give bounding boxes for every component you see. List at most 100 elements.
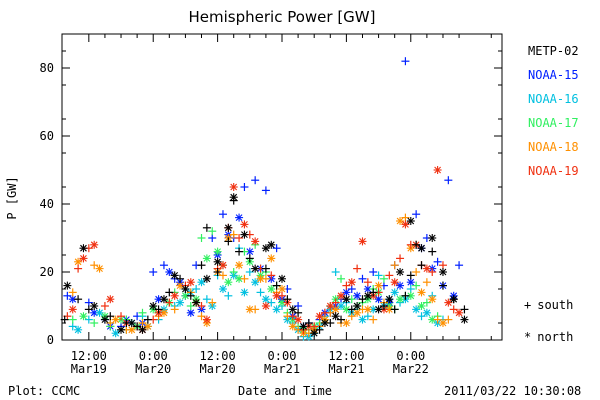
north-point bbox=[267, 254, 276, 263]
south-point bbox=[186, 291, 195, 300]
north-point-d2 bbox=[224, 224, 232, 232]
north-point-d2 bbox=[455, 309, 463, 317]
north-point-d2 bbox=[418, 244, 425, 252]
south-point bbox=[261, 264, 270, 273]
north-point bbox=[251, 237, 260, 246]
north-point-d2 bbox=[187, 309, 195, 317]
north-point-d2 bbox=[96, 265, 103, 272]
north-point bbox=[170, 271, 179, 280]
south-point bbox=[213, 268, 222, 276]
south-point bbox=[267, 298, 276, 307]
x-tick-date: Mar19 bbox=[71, 362, 107, 376]
north-point-d2 bbox=[402, 221, 409, 228]
south-point bbox=[208, 298, 217, 307]
north-point-d2 bbox=[182, 292, 189, 300]
north-point bbox=[288, 322, 297, 331]
north-point bbox=[138, 325, 147, 334]
north-point-d2 bbox=[198, 278, 205, 286]
north-point-d2 bbox=[428, 295, 436, 303]
south-point bbox=[428, 247, 437, 256]
north-point-d2 bbox=[375, 306, 382, 313]
north-point-d2 bbox=[343, 289, 350, 296]
north-point bbox=[337, 302, 346, 310]
north-point bbox=[218, 285, 227, 293]
north-point-d2 bbox=[396, 295, 404, 303]
south-point bbox=[197, 234, 206, 242]
south-point bbox=[235, 234, 244, 242]
north-point bbox=[363, 291, 372, 300]
north-point bbox=[358, 315, 367, 324]
south-point bbox=[100, 302, 109, 310]
south-point bbox=[165, 298, 174, 307]
north-point bbox=[165, 268, 174, 276]
south-point bbox=[455, 261, 464, 270]
south-point bbox=[320, 308, 329, 317]
north-point bbox=[449, 295, 458, 304]
north-point-d2 bbox=[63, 282, 71, 289]
north-point bbox=[326, 302, 335, 310]
x-tick-time: 12:00 bbox=[328, 349, 364, 363]
north-point bbox=[127, 319, 136, 327]
north-point-d2 bbox=[165, 268, 173, 276]
south-point bbox=[449, 305, 458, 314]
north-point bbox=[396, 268, 405, 276]
north-point bbox=[79, 312, 88, 321]
north-point bbox=[342, 288, 351, 297]
north-point-d2 bbox=[434, 166, 441, 174]
south-point bbox=[208, 227, 217, 236]
south-point bbox=[283, 295, 292, 304]
north-point-d2 bbox=[412, 306, 420, 313]
north-point-d2 bbox=[235, 261, 243, 269]
south-point bbox=[385, 271, 394, 280]
north-point bbox=[106, 295, 115, 304]
north-point bbox=[428, 234, 437, 242]
legend-entry-noaa-17: NOAA-17 bbox=[528, 116, 579, 130]
north-point bbox=[417, 288, 426, 297]
north-point-d2 bbox=[262, 244, 270, 252]
north-point bbox=[261, 302, 270, 310]
north-point-d2 bbox=[289, 306, 297, 313]
south-point bbox=[401, 291, 410, 300]
north-point-d2 bbox=[375, 282, 382, 289]
north-point-d2 bbox=[423, 265, 431, 272]
legend-entry-noaa-16: NOAA-16 bbox=[528, 92, 579, 106]
north-point-d2 bbox=[353, 309, 361, 317]
north-point bbox=[396, 217, 405, 225]
north-point-d2 bbox=[182, 285, 189, 293]
north-point-d2 bbox=[219, 261, 227, 269]
north-point bbox=[240, 230, 249, 239]
south-point bbox=[272, 281, 281, 290]
south-point bbox=[353, 264, 362, 273]
x-tick-date: Mar20 bbox=[135, 362, 171, 376]
south-point bbox=[218, 210, 227, 219]
north-point-d2 bbox=[74, 258, 82, 266]
north-point bbox=[272, 305, 281, 314]
south-point bbox=[197, 312, 206, 321]
north-point-d2 bbox=[364, 306, 372, 313]
south-point bbox=[245, 254, 254, 263]
legend-entry-metp-02: METP-02 bbox=[528, 44, 579, 58]
north-point bbox=[299, 322, 308, 331]
legend-entry-noaa-15: NOAA-15 bbox=[528, 68, 579, 82]
symbol-legend-marker: * bbox=[524, 330, 532, 344]
north-point bbox=[79, 244, 88, 253]
south-point bbox=[390, 305, 399, 314]
north-point-d2 bbox=[278, 275, 286, 283]
south-point bbox=[347, 285, 356, 293]
south-point bbox=[406, 271, 415, 280]
south-point bbox=[106, 312, 115, 321]
north-point-d2 bbox=[144, 323, 152, 330]
south-point bbox=[106, 319, 115, 327]
north-point-d2 bbox=[80, 255, 87, 262]
south-point bbox=[438, 261, 447, 270]
north-point-d2 bbox=[80, 312, 87, 320]
south-point bbox=[342, 281, 351, 290]
south-point bbox=[272, 244, 281, 253]
north-point bbox=[390, 288, 399, 297]
south-point bbox=[337, 274, 346, 283]
north-point bbox=[438, 268, 447, 276]
north-point bbox=[353, 291, 362, 300]
north-point-d2 bbox=[90, 309, 98, 317]
north-point-d2 bbox=[407, 278, 415, 286]
